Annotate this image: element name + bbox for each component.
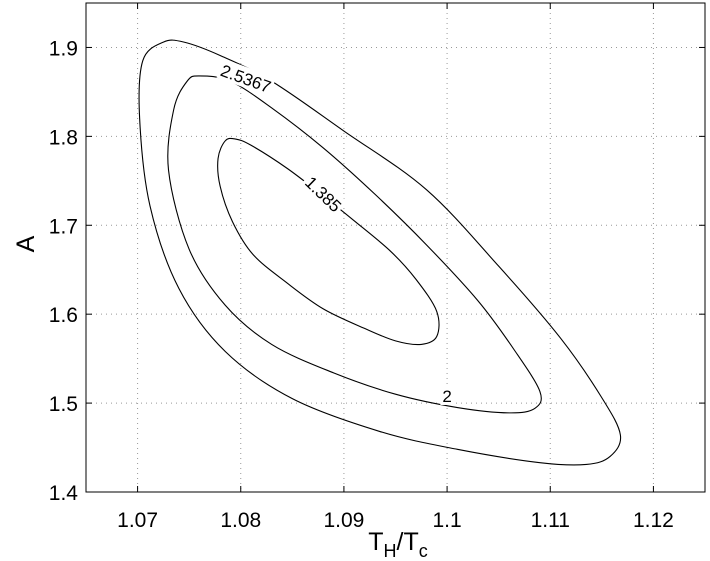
y-tick-label: 1.4 [49,482,79,505]
x-tick-label: 1.1 [432,509,461,532]
x-tick-label: 1.07 [117,509,158,532]
y-tick-label: 1.6 [49,304,78,327]
axis-ticks [86,3,705,493]
x-axis-label-sub1: H [384,541,397,561]
contour-label-background [216,58,276,97]
contour-label-background [300,170,348,217]
x-tick-label: 1.12 [633,509,674,532]
x-tick-label: 1.11 [531,509,570,532]
y-tick-label: 1.7 [49,215,78,238]
contour-line-2 [167,75,542,414]
x-axis-label: TH/Tc [368,528,428,561]
contour-label-background [440,384,454,405]
x-axis-label-sub2: c [419,541,428,561]
plot-frame [85,2,706,493]
x-tick-labels: 1.07 1.08 1.09 1.1 1.11 1.12 [117,509,674,532]
x-tick-label: 1.08 [220,509,261,532]
y-tick-label: 1.5 [49,393,78,416]
x-tick-label: 1.09 [323,509,364,532]
y-tick-label: 1.9 [49,37,78,60]
y-tick-label: 1.8 [49,126,78,149]
contour-line-1.385 [217,137,440,346]
contour-label: 2 [442,387,451,406]
x-axis-label-main: T [368,528,383,556]
y-tick-labels: 1.4 1.5 1.6 1.7 1.8 1.9 [49,37,79,505]
x-axis-label-sep: /T [397,528,419,556]
y-axis-label: A [12,235,40,252]
